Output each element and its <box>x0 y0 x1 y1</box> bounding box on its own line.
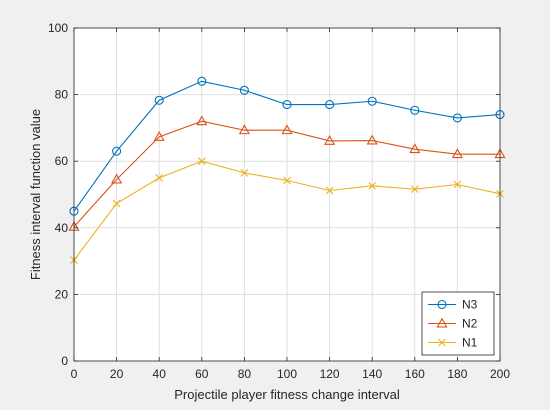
data-point-n1 <box>368 181 377 190</box>
legend: N3 N2 N1 <box>421 291 495 356</box>
data-point-n1 <box>283 176 291 185</box>
legend-item-n3: N3 <box>428 298 478 312</box>
series-line-n3 <box>73 80 501 212</box>
y-axis-title: Fitness interval function value <box>28 109 43 280</box>
data-point-n1 <box>410 185 419 194</box>
data-point-n3 <box>452 113 462 123</box>
x-tick-label: 100 <box>277 367 297 381</box>
data-point-n2 <box>153 130 165 141</box>
x-tick-label: 60 <box>195 367 209 381</box>
series-line-n2 <box>73 120 500 228</box>
data-point-n2 <box>451 148 463 159</box>
data-point-n2 <box>238 124 250 135</box>
y-tick-label: 80 <box>55 88 69 102</box>
x-tick-label: 120 <box>320 367 340 381</box>
data-point-n1 <box>240 168 249 177</box>
series-n2 <box>68 115 506 231</box>
ticks <box>73 27 501 362</box>
legend-item-n1: N1 <box>428 336 478 350</box>
data-point-n3 <box>325 100 335 110</box>
legend-marker-n2 <box>436 317 448 328</box>
data-point-n2 <box>324 134 336 145</box>
y-tick-label: 60 <box>55 154 69 168</box>
x-tick-label: 20 <box>110 367 124 381</box>
x-tick-label: 0 <box>71 367 78 381</box>
data-point-n2 <box>111 173 123 184</box>
data-point-n1 <box>155 173 164 182</box>
y-tick-label: 0 <box>61 354 68 368</box>
data-point-n1 <box>197 157 206 166</box>
data-point-n3 <box>367 96 377 106</box>
data-point-n3 <box>410 105 420 115</box>
data-point-n1 <box>453 180 462 189</box>
data-point-n2 <box>281 124 293 135</box>
tick-labels: 0 20 40 60 80 100 120 140 160 180 200 0 20 40 60 80 100 <box>48 21 510 381</box>
data-point-n3 <box>197 76 207 86</box>
data-point-n1 <box>325 186 334 195</box>
y-tick-label: 40 <box>55 221 69 235</box>
data-point-n2 <box>366 134 378 145</box>
x-tick-label: 160 <box>405 367 425 381</box>
data-point-n3 <box>239 85 249 95</box>
legend-label-n1: N1 <box>462 336 478 350</box>
x-tick-label: 40 <box>153 367 167 381</box>
x-tick-label: 80 <box>238 367 252 381</box>
data-point-n3 <box>112 146 122 156</box>
y-tick-label: 20 <box>55 287 69 301</box>
series-layer <box>68 76 506 264</box>
legend-item-n2: N2 <box>428 317 478 331</box>
x-tick-label: 200 <box>490 367 510 381</box>
x-tick-label: 140 <box>362 367 382 381</box>
legend-label-n2: N2 <box>462 317 478 331</box>
legend-label-n3: N3 <box>462 298 478 312</box>
x-axis-title: Projectile player fitness change interva… <box>174 387 400 402</box>
legend-marker-n3 <box>437 299 447 310</box>
x-tick-label: 180 <box>447 367 467 381</box>
y-tick-label: 100 <box>48 21 68 35</box>
data-point-n3 <box>282 100 292 110</box>
data-point-n1 <box>112 199 121 208</box>
data-point-n2 <box>409 143 421 154</box>
legend-marker-n1 <box>438 338 446 347</box>
data-point-n3 <box>154 95 164 105</box>
data-point-n2 <box>196 115 208 126</box>
